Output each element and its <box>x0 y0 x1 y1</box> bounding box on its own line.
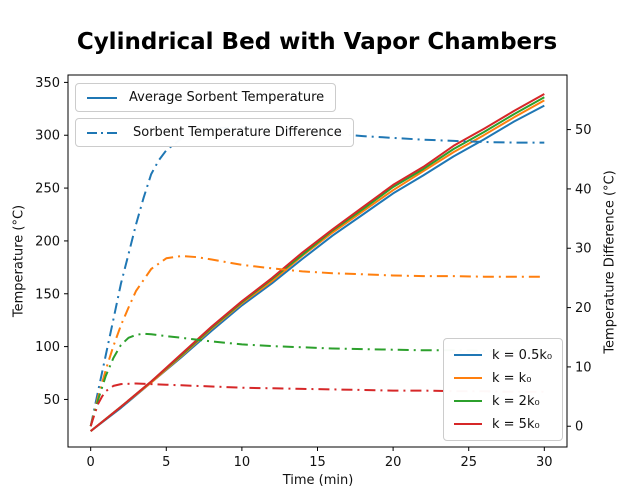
series-line-temp-diff-k5 <box>89 382 545 427</box>
x-tick-label: 10 <box>234 455 251 470</box>
x-axis-label: Time (min) <box>282 473 354 488</box>
legend-label: k = 2k₀ <box>492 393 540 409</box>
y-tick-label-right: 40 <box>575 182 592 197</box>
x-tick-label: 20 <box>385 455 402 470</box>
y-tick-label-right: 20 <box>575 301 592 316</box>
y-tick-label-left: 50 <box>43 393 60 408</box>
legend-k-values: k = 0.5k₀ k = k₀ k = 2k₀ k = 5k₀ <box>443 338 564 441</box>
legend-label: Average Sorbent Temperature <box>129 90 325 105</box>
legend-label: Sorbent Temperature Difference <box>133 125 342 140</box>
x-tick-label: 25 <box>460 455 477 470</box>
series-line-avg-temp-k5 <box>90 93 545 432</box>
legend-entry-k5: k = 5k₀ <box>454 414 552 434</box>
solid-line-sample-icon <box>87 96 117 99</box>
y-tick-label-left: 200 <box>35 234 60 249</box>
legend-entry-k2: k = 2k₀ <box>454 391 552 411</box>
right-axis-label: Temperature Difference (°C) <box>602 170 618 354</box>
legend-label: k = 5k₀ <box>492 416 540 432</box>
legend-entry-k1: k = k₀ <box>454 368 552 388</box>
solid-line-sample-icon <box>454 400 482 402</box>
series-line-temp-diff-k1 <box>89 255 545 427</box>
y-tick-label-right: 0 <box>575 420 583 435</box>
legend-label: k = k₀ <box>492 370 532 386</box>
y-tick-label-right: 50 <box>575 123 592 138</box>
y-tick-label-left: 350 <box>35 76 60 91</box>
legend-entry-k05: k = 0.5k₀ <box>454 345 552 365</box>
x-tick-label: 15 <box>309 455 326 470</box>
y-tick-label-right: 30 <box>575 242 592 257</box>
legend-sorbent-temperature-difference: Sorbent Temperature Difference <box>75 118 354 147</box>
solid-line-sample-icon <box>454 423 482 425</box>
y-tick-label-left: 150 <box>35 287 60 302</box>
x-tick-label: 5 <box>162 455 170 470</box>
chart-title: Cylindrical Bed with Vapor Chambers <box>76 29 558 55</box>
y-tick-label-left: 100 <box>35 340 60 355</box>
y-tick-label-left: 300 <box>35 129 60 144</box>
dashdot-line-sample-icon <box>87 131 121 134</box>
y-tick-label-left: 250 <box>35 182 60 197</box>
solid-line-sample-icon <box>454 377 482 379</box>
x-tick-label: 0 <box>87 455 95 470</box>
solid-line-sample-icon <box>454 354 482 356</box>
legend-average-sorbent-temperature: Average Sorbent Temperature <box>75 83 337 112</box>
left-axis-label: Temperature (°C) <box>11 204 27 318</box>
x-tick-label: 30 <box>536 455 553 470</box>
y-tick-label-right: 10 <box>575 360 592 375</box>
legend-label: k = 0.5k₀ <box>492 347 553 363</box>
